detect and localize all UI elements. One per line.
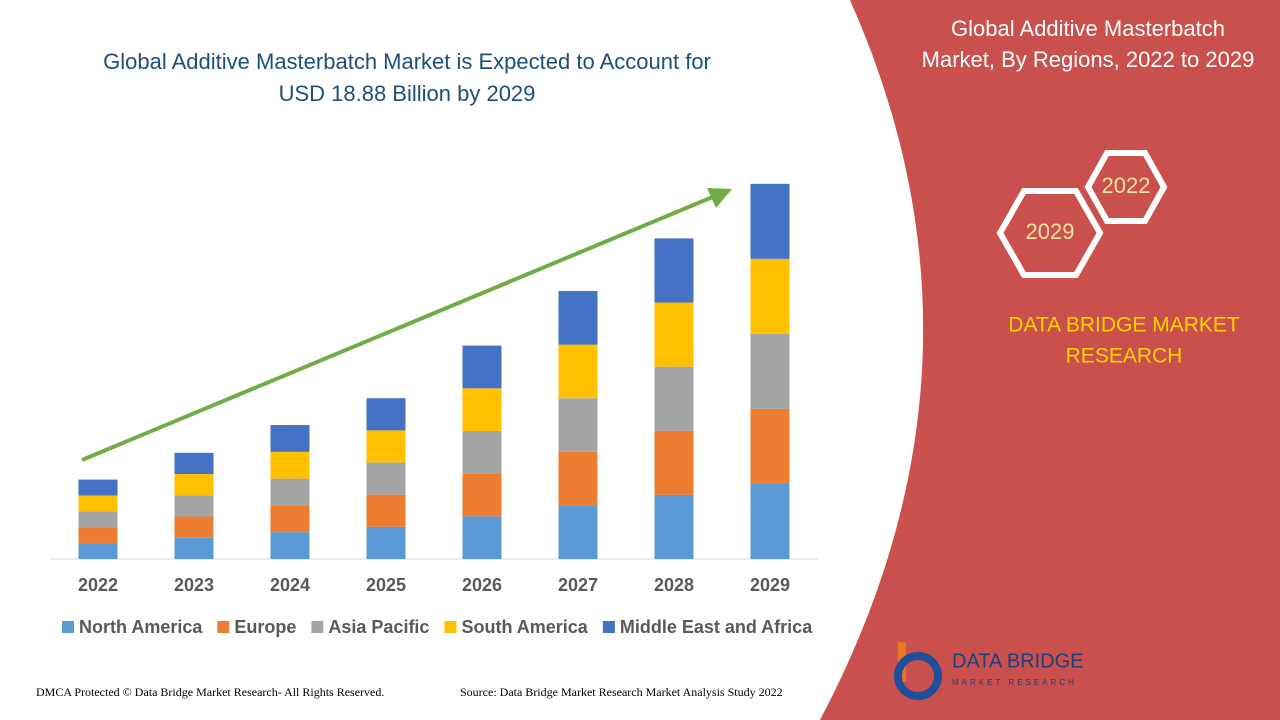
bar-segment <box>750 408 790 484</box>
legend-swatch <box>217 621 230 633</box>
bar-segment <box>462 430 502 474</box>
bar-segment <box>558 291 598 345</box>
logo-name: DATA BRIDGE <box>952 650 1084 672</box>
bar-segment <box>462 516 502 559</box>
panel-title: Market, By Regions, 2022 to 2029 <box>922 47 1255 72</box>
logo: DATA BRIDGE MARKET RESEARCH <box>894 642 1084 700</box>
bar-segment <box>174 537 214 559</box>
legend-swatch <box>602 621 615 633</box>
bar-segment <box>558 344 598 399</box>
panel-title: Global Additive Masterbatch <box>951 16 1225 41</box>
legend-swatch <box>62 621 74 633</box>
bar-segment <box>750 183 790 259</box>
legend-label: Europe <box>234 617 296 637</box>
bar-segment <box>174 474 214 496</box>
side-panel-bg <box>820 0 1280 720</box>
legend-label: Asia Pacific <box>328 617 429 637</box>
trend-arrow <box>81 194 716 462</box>
bar-segment <box>270 425 310 452</box>
legend-label: North America <box>79 617 203 637</box>
x-tick-label: 2022 <box>78 575 118 595</box>
bar-segment <box>558 398 598 452</box>
x-tick-label: 2023 <box>174 575 214 595</box>
brand-text: RESEARCH <box>1066 345 1183 368</box>
hex-label: 2029 <box>1026 219 1075 244</box>
bar-segment <box>654 302 694 367</box>
bar-segment <box>654 238 694 303</box>
bar-segment <box>270 451 310 479</box>
x-tick-label: 2026 <box>462 575 502 595</box>
bar-segment <box>366 526 406 559</box>
legend-swatch <box>311 621 324 633</box>
legend-label: South America <box>461 617 588 637</box>
bar-segment <box>558 505 598 559</box>
bar-segment <box>654 366 694 431</box>
trend-arrow-head <box>707 188 732 208</box>
bar-segment <box>270 532 310 559</box>
brand-text: DATA BRIDGE MARKET <box>1008 314 1240 337</box>
x-tick-label: 2028 <box>654 575 694 595</box>
x-tick-label: 2029 <box>750 575 790 595</box>
bar-segment <box>366 398 406 431</box>
footer-right: Source: Data Bridge Market Research Mark… <box>460 685 783 699</box>
hex-label: 2022 <box>1102 173 1151 198</box>
legend-swatch <box>444 621 457 633</box>
x-tick-label: 2024 <box>270 575 310 595</box>
bar-segment <box>366 430 406 463</box>
bar-segment <box>750 333 790 409</box>
chart-title: USD 18.88 Billion by 2029 <box>279 81 536 106</box>
bar-segment <box>174 495 214 517</box>
legend-label: Middle East and Africa <box>620 617 813 637</box>
bar-segment <box>270 478 310 506</box>
hexagon <box>1084 150 1168 224</box>
bar-segment <box>750 483 790 559</box>
bar-segment <box>654 494 694 559</box>
bar-segment <box>78 479 118 496</box>
logo-mark <box>894 652 942 700</box>
chart-title: Global Additive Masterbatch Market is Ex… <box>103 49 711 74</box>
bar-segment <box>270 505 310 533</box>
bar-segment <box>462 473 502 517</box>
bar-segment <box>462 345 502 389</box>
bar-segment <box>78 511 118 528</box>
bar-segment <box>78 495 118 512</box>
hexagon <box>996 188 1104 278</box>
bar-segment <box>654 430 694 495</box>
bar-segment <box>366 462 406 495</box>
footer-left: DMCA Protected © Data Bridge Market Rese… <box>36 685 384 699</box>
bar-segment <box>78 543 118 559</box>
bar-segment <box>558 451 598 506</box>
bar-segment <box>174 516 214 538</box>
bar-segment <box>366 494 406 527</box>
logo-tagline: MARKET RESEARCH <box>952 678 1077 687</box>
x-tick-label: 2027 <box>558 575 598 595</box>
bar-segment <box>174 452 214 475</box>
bar-segment <box>78 527 118 544</box>
x-tick-label: 2025 <box>366 575 406 595</box>
bar-segment <box>462 388 502 431</box>
bar-segment <box>750 258 790 334</box>
